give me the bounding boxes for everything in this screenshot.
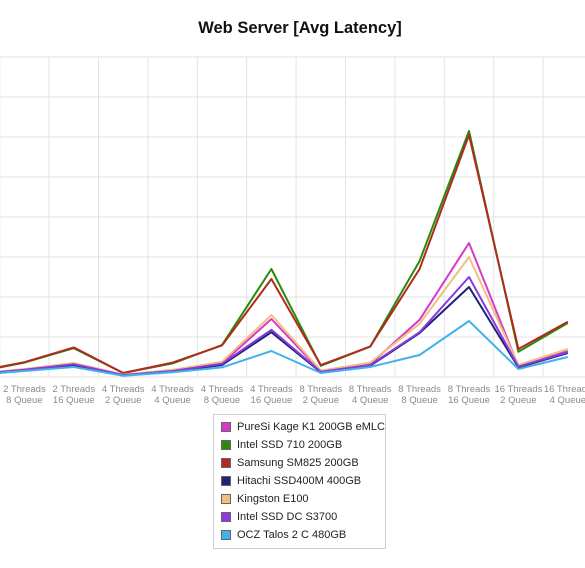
legend-label: Intel SSD DC S3700 [237, 511, 338, 523]
x-tick-label: 4 Queue [154, 395, 190, 406]
legend-swatch [221, 530, 231, 540]
x-tick-label: 16 Queue [251, 395, 293, 406]
legend-swatch [221, 458, 231, 468]
x-tick-label: 16 Threads [544, 384, 585, 395]
series-line [0, 320, 569, 377]
x-tick-label: 8 Threads [349, 384, 392, 395]
x-tick-label: 8 Queue [204, 395, 240, 406]
legend-label: PureSi Kage K1 200GB eMLC [237, 421, 385, 433]
x-tick-label: 4 Threads [201, 384, 244, 395]
legend-swatch [221, 476, 231, 486]
x-tick-label: 2 Queue [303, 395, 339, 406]
x-tick-label: 8 Threads [448, 384, 491, 395]
legend-swatch [221, 422, 231, 432]
x-tick-label: 4 Threads [102, 384, 145, 395]
legend-item: OCZ Talos 2 C 480GB [221, 526, 385, 544]
legend-swatch [221, 440, 231, 450]
x-tick-label: 16 Threads [494, 384, 542, 395]
x-tick-label: 4 Queue [550, 395, 585, 406]
series-lines [0, 130, 569, 377]
x-tick-label: 16 Queue [53, 395, 95, 406]
x-tick-label: 8 Queue [401, 395, 437, 406]
x-tick-label: 2 Queue [105, 395, 141, 406]
series-line [0, 276, 569, 376]
series-line [0, 256, 569, 376]
legend-label: Hitachi SSD400M 400GB [237, 475, 362, 487]
legend-swatch [221, 512, 231, 522]
legend-item: Intel SSD DC S3700 [221, 508, 385, 526]
x-tick-label: 8 Threads [299, 384, 342, 395]
legend-label: Kingston E100 [237, 493, 309, 505]
legend-label: Samsung SM825 200GB [237, 457, 359, 469]
x-tick-label: 4 Threads [151, 384, 194, 395]
x-tick-label: 2 Queue [500, 395, 536, 406]
x-tick-label: 8 Threads [398, 384, 441, 395]
legend-label: Intel SSD 710 200GB [237, 439, 343, 451]
x-tick-label: 8 Queue [6, 395, 42, 406]
legend-label: OCZ Talos 2 C 480GB [237, 529, 347, 541]
x-tick-label: 2 Threads [52, 384, 95, 395]
legend-item: Samsung SM825 200GB [221, 454, 385, 472]
legend-item: Intel SSD 710 200GB [221, 436, 385, 454]
chart-title: Web Server [Avg Latency] [198, 19, 402, 37]
series-line [0, 134, 569, 374]
x-tick-label: 16 Queue [448, 395, 490, 406]
legend-item: Kingston E100 [221, 490, 385, 508]
legend: PureSi Kage K1 200GB eMLC Intel SSD 710 2… [213, 414, 386, 549]
legend-item: PureSi Kage K1 200GB eMLC [221, 418, 385, 436]
legend-item: Hitachi SSD400M 400GB [221, 472, 385, 490]
x-tick-label: 2 Threads [3, 384, 46, 395]
legend-swatch [221, 494, 231, 504]
x-tick-label: 4 Queue [352, 395, 388, 406]
x-tick-label: 4 Threads [250, 384, 293, 395]
